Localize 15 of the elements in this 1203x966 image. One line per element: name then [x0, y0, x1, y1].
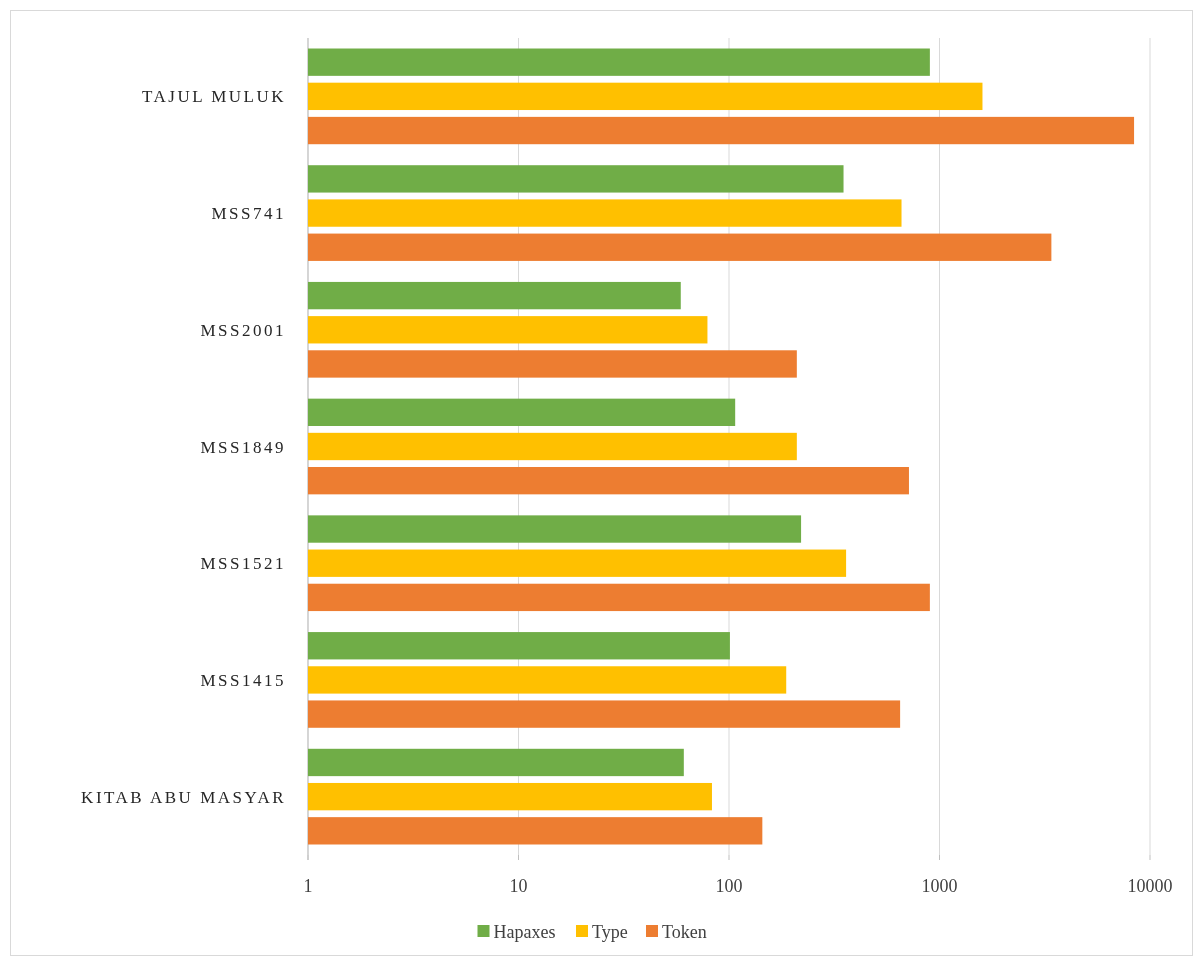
legend-label: Type: [592, 922, 628, 942]
y-tick-label: MSS1849: [200, 437, 286, 457]
y-tick-label: KITAB ABU MASYAR: [81, 787, 286, 807]
y-tick-label: TAJUL MULUK: [141, 87, 286, 107]
x-tick-label: 1: [303, 876, 313, 896]
y-tick-label: MSS2001: [200, 320, 286, 340]
x-tick-label: 10000: [1127, 876, 1173, 896]
y-tick-label: MSS1521: [200, 554, 286, 574]
x-tick-label: 10: [509, 876, 528, 896]
legend-label: Hapaxes: [493, 922, 556, 942]
legend-label: Token: [662, 922, 707, 942]
y-tick-label: MSS1415: [200, 670, 286, 690]
y-tick-label: MSS741: [211, 204, 286, 224]
x-tick-label: 1000: [921, 876, 958, 896]
x-tick-label: 100: [715, 876, 743, 896]
